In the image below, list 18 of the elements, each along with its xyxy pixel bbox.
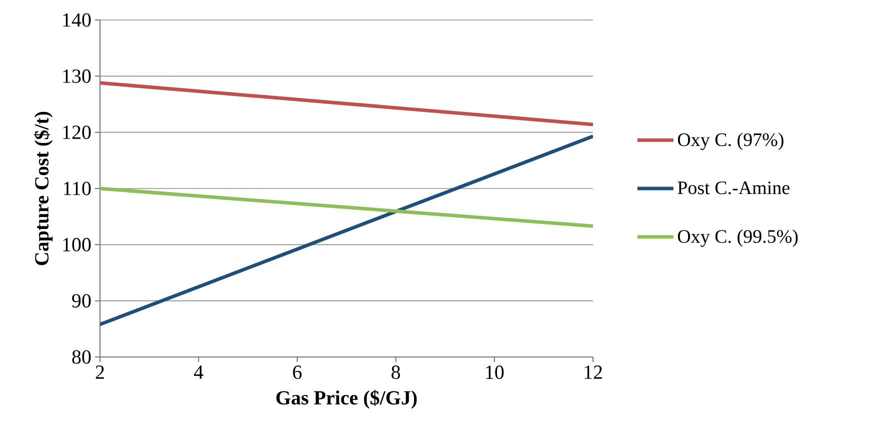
y-tick-label: 90 (72, 294, 91, 308)
y-tick-label: 130 (63, 69, 91, 83)
y-tick-label: 100 (63, 238, 91, 252)
y-tick-label: 140 (63, 13, 91, 27)
legend-label: Oxy C. (97%) (678, 132, 784, 150)
x-tick-label: 2 (96, 366, 104, 379)
y-tick-label: 120 (63, 126, 91, 140)
x-tick-label: 12 (584, 366, 602, 379)
legend-label: Post C.-Amine (678, 181, 790, 194)
y-tick-label: 80 (72, 350, 91, 364)
y-tick-label: 110 (64, 182, 91, 196)
legend-label: Oxy C. (99.5%) (678, 230, 798, 247)
x-tick-label: 6 (293, 366, 302, 379)
x-tick-label: 8 (392, 366, 400, 380)
x-tick-label: 4 (194, 366, 204, 379)
x-axis-title: Gas Price ($/GJ) (276, 390, 417, 409)
y-axis-title: Capture Cost ($/t) (34, 112, 53, 266)
x-tick-label: 10 (486, 366, 504, 380)
